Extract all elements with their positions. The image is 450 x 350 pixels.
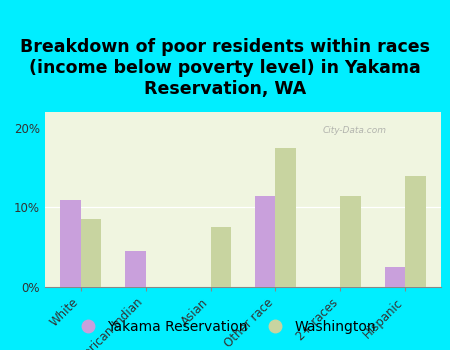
Bar — [384, 267, 405, 287]
Bar — [275, 148, 296, 287]
Text: City-Data.com: City-Data.com — [322, 126, 386, 135]
Bar — [255, 196, 275, 287]
Bar — [125, 251, 146, 287]
Text: Breakdown of poor residents within races
(income below poverty level) in Yakama
: Breakdown of poor residents within races… — [20, 38, 430, 98]
Bar — [60, 199, 81, 287]
Bar — [340, 196, 361, 287]
Bar — [405, 176, 426, 287]
Bar — [81, 219, 102, 287]
Bar — [211, 228, 231, 287]
Legend: Yakama Reservation, Washington: Yakama Reservation, Washington — [68, 314, 382, 340]
